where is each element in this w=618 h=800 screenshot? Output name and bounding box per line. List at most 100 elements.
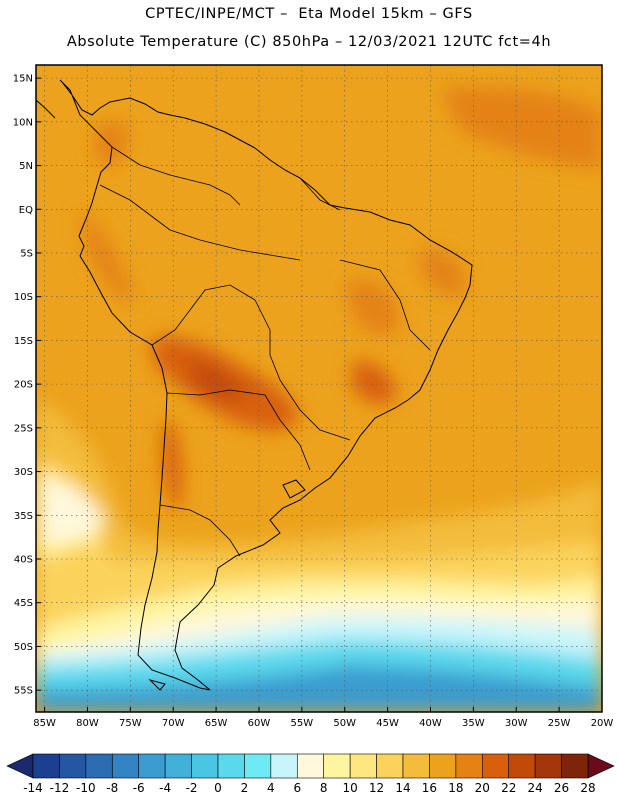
colorbar-swatch [455,753,483,779]
colorbar-swatch [349,753,377,779]
colorbar-swatch [429,753,457,779]
field-cool-pacific [40,475,105,542]
colorbar-swatch [59,753,87,779]
lat-label: 5S [20,248,33,259]
border-peru-bolivia [151,284,256,346]
colorbar-label: -2 [186,781,198,795]
colorbar-swatches [6,753,615,779]
colorbar-swatch [32,753,60,779]
colorbar-label: 26 [554,781,569,795]
lat-label: 15N [13,74,33,85]
colorbar-swatch [217,753,245,779]
colorbar-over-arrow [587,753,615,779]
colorbar-label: -12 [50,781,70,795]
colorbar-swatch [296,753,325,779]
colorbar-labels: -14 -12 -10 -8 -6 -4 -2 0 2 4 6 8 10 12 14 16 18 20 22 24 26… [23,781,595,795]
border-argentina-north [166,389,311,471]
lat-label: 40S [14,554,33,565]
colorbar-label: 28 [580,781,595,795]
field-hot-colombia [95,121,130,167]
colorbar-label: 10 [343,781,358,795]
border-colombia-venezuela [111,146,241,206]
lat-label: 35S [14,511,33,522]
field-hot-southeast [350,360,396,405]
lat-label: 10S [14,292,33,303]
colorbar: -14 -12 -10 -8 -6 -4 -2 0 2 4 6 8 10 12 14 16 18 20 22 24 26… [6,753,615,795]
lon-label: 25W [548,718,571,729]
colorbar-label: 0 [214,781,222,795]
colorbar-under-arrow [6,753,34,779]
colorbar-label: 20 [475,781,490,795]
colorbar-swatch [481,753,510,779]
colorbar-swatch [270,753,298,779]
colorbar-label: -14 [23,781,43,795]
colorbar-label: 22 [501,781,516,795]
colorbar-swatch [561,753,589,779]
colorbar-label: 18 [448,781,463,795]
temperature-field [36,65,602,712]
colorbar-label: -6 [133,781,145,795]
plot-frame [35,64,603,713]
lat-label: 55S [14,686,33,697]
border-bolivia-brazil [254,299,351,441]
latitude-labels: 15N 10N 5N EQ 5S 10S 15S 20S 25S 30S 35S 40S 45S 50S 5… [13,74,33,697]
border-argentina-provinces [159,504,241,557]
colorbar-label: 14 [395,781,410,795]
border-brazil-north [169,229,301,261]
lon-label: 40W [419,718,442,729]
longitude-labels: 85W 80W 75W 70W 65W 60W 55W 50W 45W 40W 35W 30W 25W 2… [33,718,613,729]
tierra-del-fuego [148,679,166,691]
lat-label: EQ [19,205,33,216]
colorbar-label: 12 [369,781,384,795]
lon-label: 80W [76,718,99,729]
colorbar-swatch [85,753,113,779]
central-america-coastline [35,99,56,119]
lat-label: 15S [14,336,33,347]
colorbar-label: 2 [241,781,249,795]
field-hot-andes [161,420,182,511]
lat-label: 30S [14,467,33,478]
lon-label: 65W [205,718,228,729]
colorbar-swatch [244,753,272,779]
lon-label: 45W [376,718,399,729]
lat-label: 45S [14,598,33,609]
colorbar-label: 6 [293,781,301,795]
colorbar-label: 16 [422,781,437,795]
field-deep-cold [36,665,602,712]
colorbar-swatch [138,753,166,779]
map-subtitle: Absolute Temperature (C) 850hPa – 12/03/… [66,34,552,50]
border-colombia-peru [99,184,171,231]
field-hot-atlantic [440,86,602,170]
colorbar-label: -4 [159,781,171,795]
lon-label: 35W [462,718,485,729]
map-title: CPTEC/INPE/MCT – Eta Model 15km – GFS [145,6,473,22]
colorbar-label: 8 [320,781,328,795]
colorbar-swatch [402,753,430,779]
colorbar-swatch [164,753,192,779]
lon-label: 55W [291,718,314,729]
lon-label: 20W [591,718,614,729]
colorbar-label: 24 [528,781,543,795]
colorbar-swatch [323,753,351,779]
country-borders [99,146,431,557]
colorbar-swatch [508,753,536,779]
colorbar-label: 4 [267,781,275,795]
south-america-coastline [59,79,473,691]
lagoa-dos-patos [282,479,306,499]
field-hot-brazil [345,279,400,336]
lat-label: 10N [13,117,33,128]
lat-label: 5N [19,161,33,172]
colorbar-swatch [376,753,404,779]
lon-label: 75W [119,718,142,729]
graticule [36,65,603,712]
lat-label: 25S [14,423,33,434]
colorbar-swatch [111,753,140,779]
lon-label: 70W [162,718,185,729]
border-guianas [299,177,341,211]
field-hot-peru [80,210,135,302]
colorbar-swatch [534,753,562,779]
colorbar-swatch [191,753,219,779]
lat-label: 50S [14,642,33,653]
lon-label: 85W [33,718,56,729]
border-brazil-states [339,259,431,351]
